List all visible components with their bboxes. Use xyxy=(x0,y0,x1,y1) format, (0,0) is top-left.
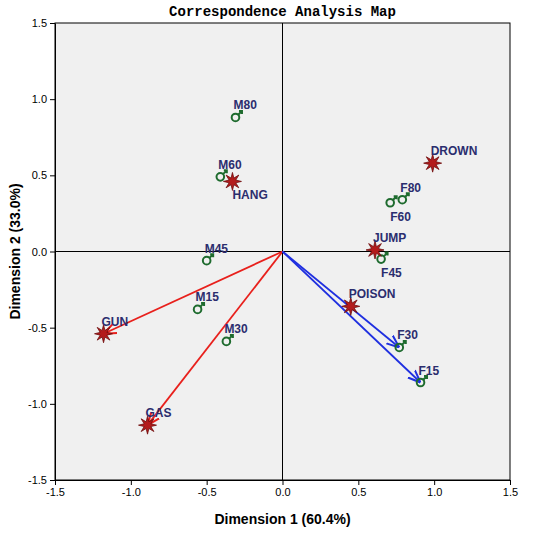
x-tick: 1.5 xyxy=(503,480,518,498)
male-marker xyxy=(386,199,394,207)
point xyxy=(386,196,396,206)
y-tick: 1.5 xyxy=(32,17,55,29)
point-label: F80 xyxy=(400,181,421,195)
point-label: M15 xyxy=(196,290,220,304)
x-tick-label: -1.5 xyxy=(46,486,65,498)
male-marker xyxy=(232,114,240,122)
y-axis-title: Dimension 2 (33.0%) xyxy=(7,183,23,319)
point-label: M45 xyxy=(205,242,229,256)
point-label: GAS xyxy=(146,406,172,420)
x-tick-label: -0.5 xyxy=(198,486,217,498)
male-marker xyxy=(217,173,225,181)
x-tick-label: 1.0 xyxy=(427,486,442,498)
y-tick-label: 1.0 xyxy=(32,93,47,105)
point-label: DROWN xyxy=(431,144,478,158)
point xyxy=(223,335,233,345)
chart: -1.5 -1.0 -0.5 0.0 0.5 1.0 1.5 -1.5 -1.0 -0.5 0.0 0… xyxy=(0,0,550,536)
y-tick-mark xyxy=(50,404,55,405)
y-tick-label: -1.5 xyxy=(28,474,47,486)
x-axis-title: Dimension 1 (60.4%) xyxy=(214,511,350,527)
x-axis: -1.5 -1.0 -0.5 0.0 0.5 1.0 1.5 xyxy=(46,480,518,498)
male-marker xyxy=(417,379,425,387)
y-tick-label: -1.0 xyxy=(28,398,47,410)
point-label: JUMP xyxy=(373,231,406,245)
point-label: POISON xyxy=(349,287,396,301)
point-label: M60 xyxy=(218,158,242,172)
x-tick: -1.5 xyxy=(46,480,65,498)
y-tick-mark xyxy=(50,99,55,100)
y-tick: -0.5 xyxy=(28,322,55,334)
y-axis: -1.5 -1.0 -0.5 0.0 0.5 1.0 1.5 xyxy=(28,17,55,486)
x-tick: -1.0 xyxy=(122,480,141,498)
male-marker xyxy=(203,257,211,265)
x-tick-label: 1.5 xyxy=(503,486,518,498)
point xyxy=(217,170,227,180)
point-label: F30 xyxy=(397,328,418,342)
arrow xyxy=(104,252,283,334)
point-label: F60 xyxy=(390,210,411,224)
x-tick-mark xyxy=(510,480,511,485)
y-tick-mark xyxy=(50,23,55,24)
x-tick: 0.0 xyxy=(275,480,290,498)
male-marker xyxy=(395,344,403,352)
x-tick: 1.0 xyxy=(427,480,442,498)
arrow xyxy=(283,252,421,383)
point-label: F15 xyxy=(419,364,440,378)
point xyxy=(417,376,427,386)
y-tick: 0.0 xyxy=(32,246,55,258)
x-tick: -0.5 xyxy=(198,480,217,498)
y-tick-mark xyxy=(50,252,55,253)
male-marker xyxy=(399,196,407,204)
point-label: F45 xyxy=(381,266,402,280)
plot-background xyxy=(55,23,510,480)
male-marker xyxy=(194,306,202,314)
y-tick-label: 0.5 xyxy=(32,169,47,181)
plot-area xyxy=(55,23,510,480)
x-tick-mark xyxy=(131,480,132,485)
y-tick-label: 1.5 xyxy=(32,17,47,29)
plot-frame xyxy=(55,23,510,480)
x-tick-mark xyxy=(55,480,56,485)
y-tick-mark xyxy=(50,328,55,329)
y-tick-label: -0.5 xyxy=(28,322,47,334)
point-label: GUN xyxy=(102,315,129,329)
arrow xyxy=(148,252,283,426)
y-tick: -1.0 xyxy=(28,398,55,410)
male-marker-arrow xyxy=(393,196,397,200)
point-labels: M80 M60 M45 M15 M30 F80 F60 F45 F30 F15 DROWN HANG J… xyxy=(102,98,478,420)
x-tick-mark xyxy=(434,480,435,485)
y-tick-mark xyxy=(50,480,55,481)
point xyxy=(232,111,242,121)
x-tick-label: 0.0 xyxy=(275,486,290,498)
x-tick-mark xyxy=(283,480,284,485)
point-label: M30 xyxy=(224,322,248,336)
x-tick-mark xyxy=(207,480,208,485)
y-tick: 0.5 xyxy=(32,169,55,181)
y-tick: 1.0 xyxy=(32,93,55,105)
chart-title: Correspondence Analysis Map xyxy=(169,4,396,20)
male-marker xyxy=(223,338,231,346)
y-tick-mark xyxy=(50,175,55,176)
point xyxy=(203,254,213,264)
point-label: M80 xyxy=(233,98,257,112)
x-tick-label: 0.5 xyxy=(351,486,366,498)
point-label: HANG xyxy=(232,188,267,202)
x-tick-mark xyxy=(358,480,359,485)
x-tick-label: -1.0 xyxy=(122,486,141,498)
male-marker-arrow xyxy=(384,253,388,257)
point xyxy=(194,303,204,313)
point xyxy=(399,193,409,203)
x-tick: 0.5 xyxy=(351,480,366,498)
point xyxy=(395,341,405,351)
y-tick: -1.5 xyxy=(28,474,55,486)
y-tick-label: 0.0 xyxy=(32,246,47,258)
